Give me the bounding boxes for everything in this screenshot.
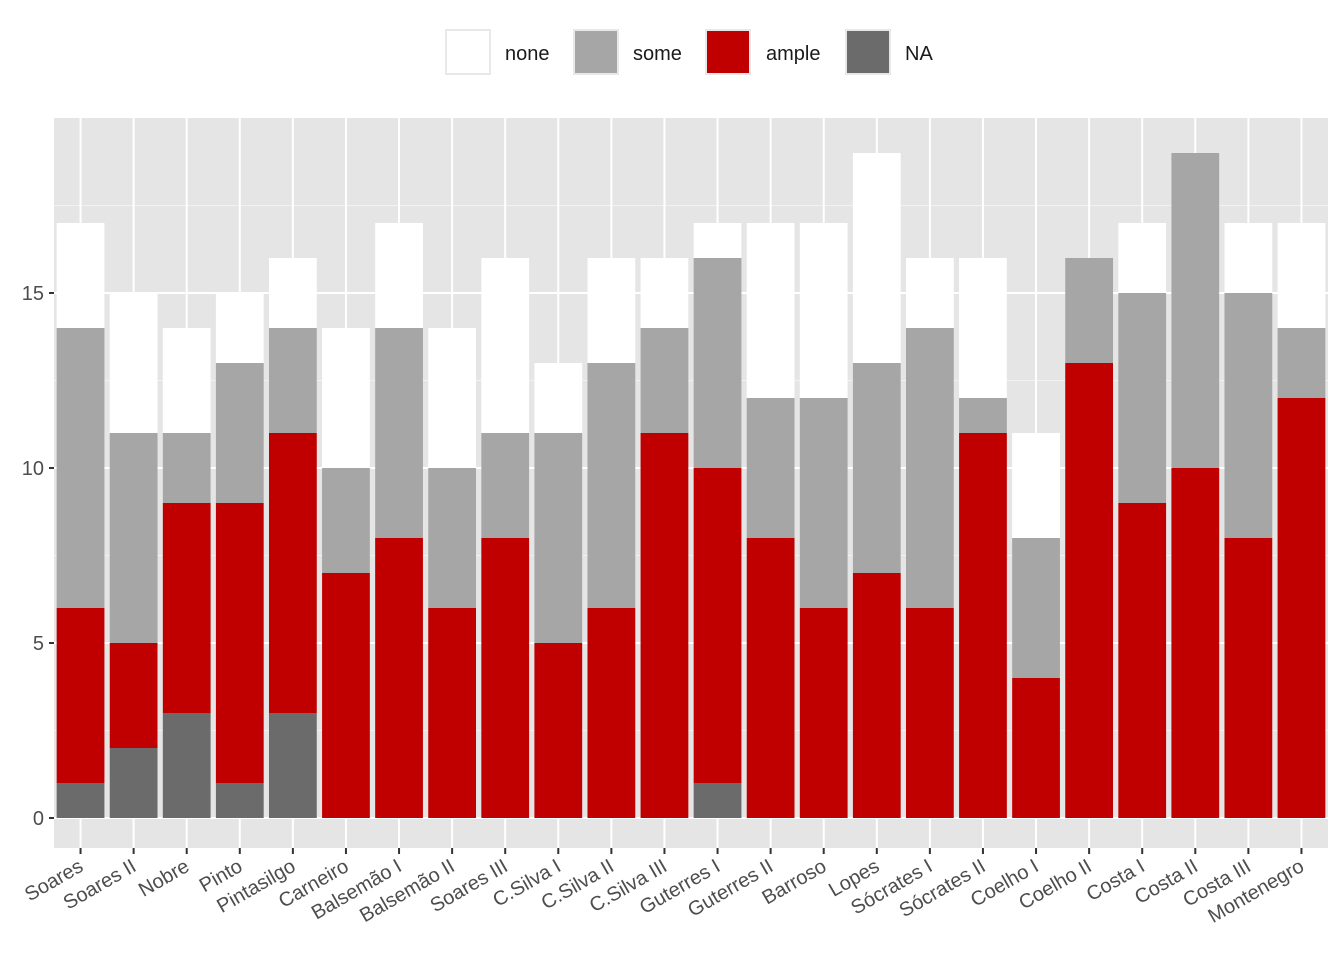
bar-segment-none bbox=[1012, 433, 1060, 538]
bar-segment-ample bbox=[905, 608, 954, 818]
bar-segment-ample bbox=[852, 573, 901, 818]
bar-segment-none bbox=[322, 328, 370, 468]
bar-segment-ample bbox=[56, 608, 105, 783]
bar-segment-ample bbox=[746, 538, 795, 818]
bar-segment-ample bbox=[162, 503, 211, 713]
bar-segment-some bbox=[1224, 293, 1273, 538]
bar-segment-none bbox=[109, 293, 158, 433]
bar-segment-some bbox=[799, 398, 848, 608]
bar-segment-ample bbox=[481, 538, 530, 818]
legend-label: ample bbox=[766, 43, 820, 65]
bar-segment-none bbox=[1224, 223, 1273, 293]
bar-segment-none bbox=[587, 258, 636, 363]
bar-segment-some bbox=[268, 328, 317, 433]
bar-segment-none bbox=[1277, 223, 1326, 328]
bar-segment-some bbox=[375, 328, 423, 538]
bar-segment-ample bbox=[959, 433, 1007, 818]
bar-segment-some bbox=[1065, 258, 1114, 363]
bar-segment-none bbox=[428, 328, 477, 468]
bar-segment-some bbox=[162, 433, 211, 503]
bar-segment-some bbox=[1118, 293, 1167, 503]
bar-segment-na bbox=[162, 713, 211, 818]
bar-segment-some bbox=[640, 328, 689, 433]
bar-segment-ample bbox=[215, 503, 264, 783]
legend-label: none bbox=[505, 43, 550, 65]
legend-key-some bbox=[573, 29, 619, 75]
legend-key-na bbox=[845, 29, 891, 75]
legend-label: NA bbox=[905, 43, 933, 65]
bar-segment-some bbox=[959, 398, 1007, 433]
bar-segment-none bbox=[799, 223, 848, 398]
y-tick-label: 0 bbox=[33, 808, 44, 830]
bar-segment-some bbox=[746, 398, 795, 538]
bar-segment-ample bbox=[1065, 363, 1114, 818]
bar-segment-none bbox=[375, 223, 423, 328]
bar-segment-ample bbox=[640, 433, 689, 818]
y-tick-label: 10 bbox=[22, 458, 44, 480]
bar-segment-ample bbox=[1171, 468, 1220, 818]
bar-segment-ample bbox=[322, 573, 370, 818]
bars bbox=[56, 153, 1326, 818]
bar-segment-ample bbox=[428, 608, 477, 818]
bar-segment-ample bbox=[1118, 503, 1167, 818]
bar-segment-none bbox=[481, 258, 530, 433]
bar-segment-none bbox=[852, 153, 901, 363]
bar-segment-ample bbox=[268, 433, 317, 713]
bar-segment-some bbox=[1277, 328, 1326, 398]
bar-segment-some bbox=[852, 363, 901, 573]
bar-segment-na bbox=[693, 783, 742, 818]
bar-segment-ample bbox=[1224, 538, 1273, 818]
bar-segment-ample bbox=[375, 538, 423, 818]
bar-segment-none bbox=[215, 293, 264, 363]
bar-segment-none bbox=[534, 363, 583, 433]
bar-segment-some bbox=[1171, 153, 1220, 468]
bar-segment-none bbox=[693, 223, 742, 258]
bar-segment-none bbox=[959, 258, 1007, 398]
bar-segment-some bbox=[56, 328, 105, 608]
bar-segment-ample bbox=[693, 468, 742, 783]
bar-segment-some bbox=[481, 433, 530, 538]
bar-segment-none bbox=[905, 258, 954, 328]
bar-segment-ample bbox=[799, 608, 848, 818]
x-tick-label: Nobre bbox=[135, 855, 193, 901]
bar-segment-some bbox=[693, 258, 742, 468]
bar-segment-some bbox=[428, 468, 477, 608]
legend-key-none bbox=[445, 29, 491, 75]
bar-segment-none bbox=[640, 258, 689, 328]
bar-segment-some bbox=[109, 433, 158, 643]
legend-label: some bbox=[633, 43, 682, 65]
plot-panel bbox=[54, 118, 1328, 848]
bar-segment-some bbox=[215, 363, 264, 503]
bar-segment-na bbox=[56, 783, 105, 818]
bar-segment-none bbox=[56, 223, 105, 328]
bar-segment-none bbox=[746, 223, 795, 398]
bar-segment-ample bbox=[534, 643, 583, 818]
bar-segment-some bbox=[322, 468, 370, 573]
bar-segment-na bbox=[215, 783, 264, 818]
bar-segment-none bbox=[162, 328, 211, 433]
legend-key-ample bbox=[705, 29, 751, 75]
y-tick-label: 15 bbox=[22, 283, 44, 305]
bar-segment-ample bbox=[1012, 678, 1060, 818]
bar-segment-none bbox=[1118, 223, 1167, 293]
bar-segment-ample bbox=[587, 608, 636, 818]
bar-segment-na bbox=[268, 713, 317, 818]
bar-segment-na bbox=[109, 748, 158, 818]
bar-segment-ample bbox=[109, 643, 158, 748]
bar-segment-some bbox=[587, 363, 636, 608]
legend: none some ample NA bbox=[445, 29, 933, 75]
bar-segment-ample bbox=[1277, 398, 1326, 818]
y-axis: 0 5 10 15 bbox=[22, 283, 54, 830]
bar-segment-none bbox=[268, 258, 317, 328]
bar-segment-some bbox=[905, 328, 954, 608]
y-tick-label: 5 bbox=[33, 633, 44, 655]
bar-segment-some bbox=[1012, 538, 1060, 678]
bar-segment-some bbox=[534, 433, 583, 643]
